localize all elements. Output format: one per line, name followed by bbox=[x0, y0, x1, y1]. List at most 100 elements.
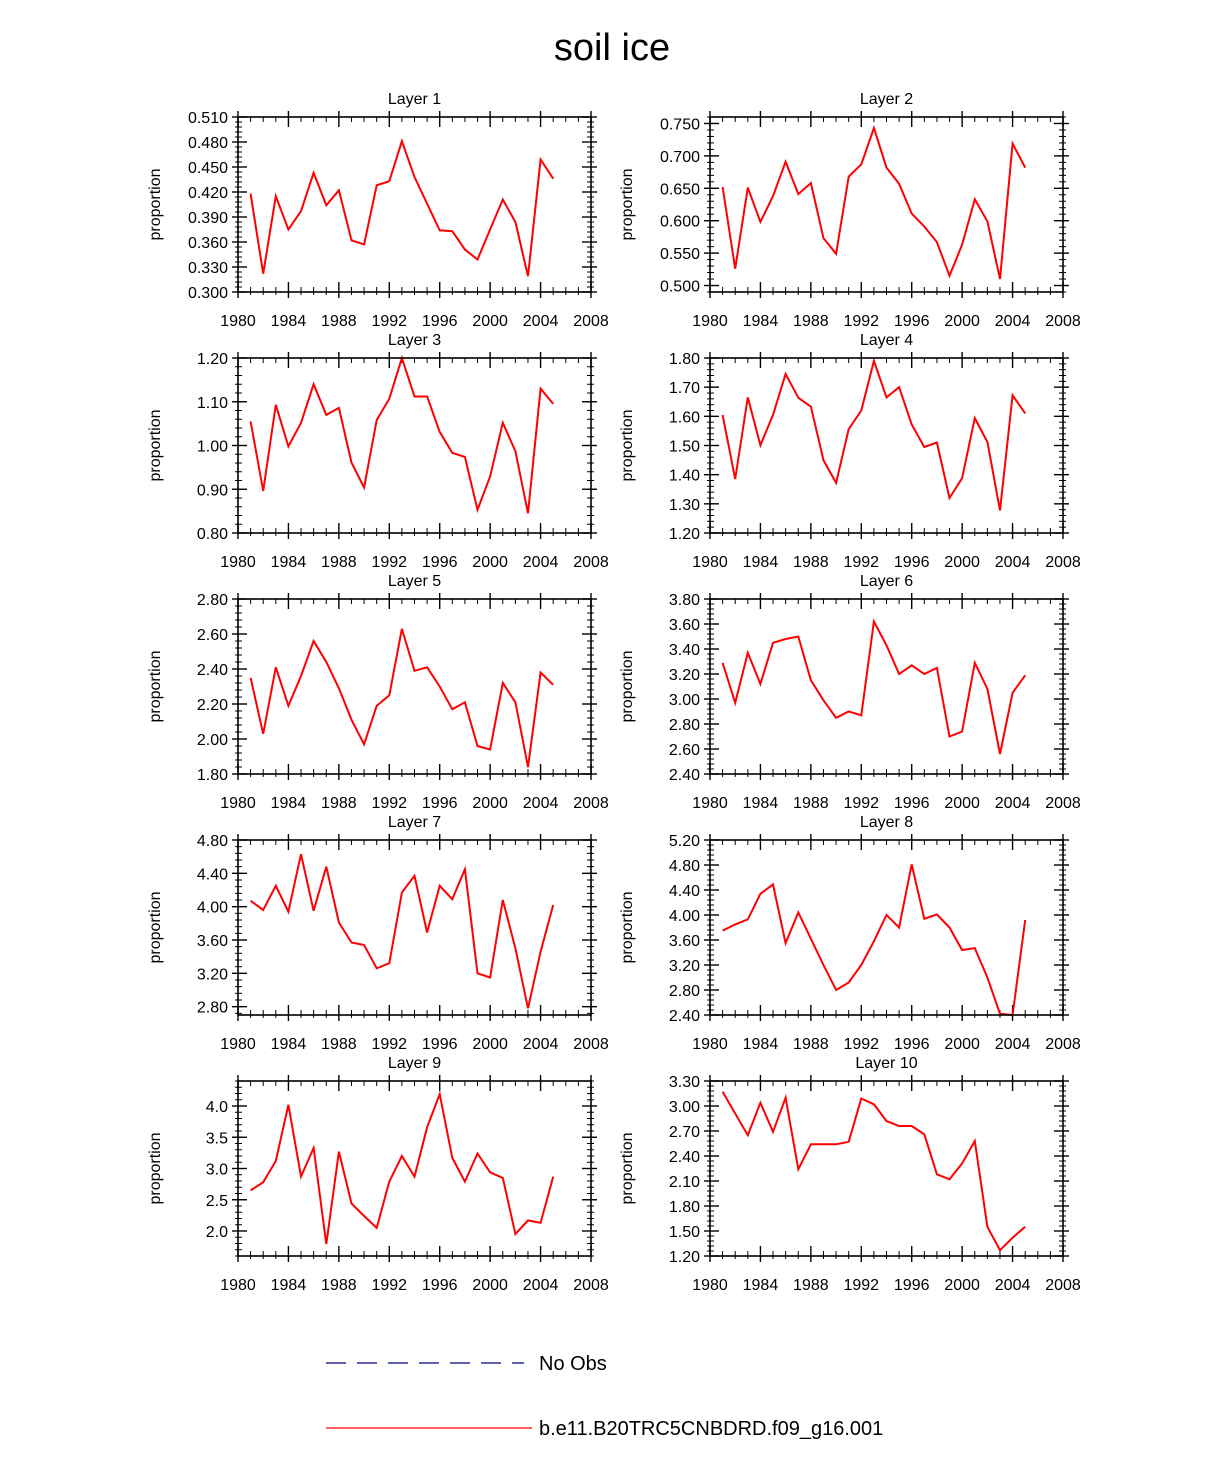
x-tick-label: 1992 bbox=[843, 554, 879, 571]
panel-layer-7: Layer 7 proportion 1980 1984 1988 1992 1996 200… bbox=[147, 814, 609, 1053]
y-tick-label: 0.390 bbox=[188, 210, 228, 227]
plot-frame bbox=[237, 116, 592, 293]
x-tick-label: 2004 bbox=[523, 313, 559, 330]
x-tick-label: 1996 bbox=[422, 554, 458, 571]
y-tick-label: 3.20 bbox=[669, 667, 700, 684]
y-tick-label: 3.20 bbox=[197, 966, 228, 983]
x-tick-label: 1996 bbox=[894, 1277, 930, 1294]
x-tick-label: 2008 bbox=[573, 1036, 609, 1053]
y-tick-label: 0.90 bbox=[197, 482, 228, 499]
y-tick-label: 1.30 bbox=[669, 497, 700, 514]
x-tick-label: 1980 bbox=[692, 795, 728, 812]
x-tick-label: 1996 bbox=[422, 795, 458, 812]
y-tick-label: 1.60 bbox=[669, 409, 700, 426]
panel-layer-3: Layer 3 proportion 1980 1984 1988 1992 1996 200… bbox=[147, 332, 609, 571]
y-tick-label: 2.20 bbox=[197, 697, 228, 714]
x-tick-label: 1996 bbox=[894, 795, 930, 812]
y-tick-label: 2.40 bbox=[669, 1008, 700, 1025]
legend-model-label: b.e11.B20TRC5CNBDRD.f09_g16.001 bbox=[539, 1418, 883, 1440]
y-axis-label: proportion bbox=[619, 891, 636, 963]
y-tick-label: 3.40 bbox=[669, 642, 700, 659]
x-tick-label: 1980 bbox=[692, 1277, 728, 1294]
y-axis-label: proportion bbox=[147, 168, 164, 240]
y-axis-label: proportion bbox=[619, 650, 636, 722]
x-tick-label: 1988 bbox=[793, 1036, 829, 1053]
series-line bbox=[721, 357, 1027, 511]
panel-title: Layer 3 bbox=[388, 332, 441, 349]
x-tick-label: 1996 bbox=[422, 1036, 458, 1053]
plot-frame bbox=[709, 357, 1064, 534]
x-tick-label: 1988 bbox=[793, 795, 829, 812]
x-tick-label: 2000 bbox=[944, 313, 980, 330]
x-tick-label: 1984 bbox=[743, 313, 779, 330]
panel-layer-6: Layer 6 proportion 1980 1984 1988 1992 1996 200… bbox=[619, 573, 1081, 812]
y-tick-label: 1.80 bbox=[669, 351, 700, 368]
y-tick-label: 3.60 bbox=[669, 617, 700, 634]
y-axis-label: proportion bbox=[147, 1132, 164, 1204]
x-tick-label: 2004 bbox=[523, 1036, 559, 1053]
x-tick-label: 1996 bbox=[894, 554, 930, 571]
y-tick-label: 2.80 bbox=[197, 1000, 228, 1017]
x-tick-label: 1992 bbox=[371, 1277, 407, 1294]
y-tick-label: 0.510 bbox=[188, 110, 228, 127]
panel-title: Layer 10 bbox=[855, 1055, 917, 1072]
y-tick-label: 0.700 bbox=[660, 149, 700, 166]
x-tick-label: 1992 bbox=[371, 313, 407, 330]
y-tick-label: 2.5 bbox=[206, 1193, 228, 1210]
x-tick-label: 2004 bbox=[995, 795, 1031, 812]
y-tick-label: 3.60 bbox=[197, 933, 228, 950]
x-tick-label: 2008 bbox=[573, 554, 609, 571]
y-axis-label: proportion bbox=[619, 1132, 636, 1204]
x-tick-label: 1980 bbox=[692, 554, 728, 571]
x-tick-label: 2000 bbox=[944, 795, 980, 812]
x-tick-label: 2000 bbox=[944, 1036, 980, 1053]
y-tick-label: 3.5 bbox=[206, 1130, 228, 1147]
y-tick-label: 3.80 bbox=[669, 592, 700, 609]
x-tick-label: 1984 bbox=[743, 1277, 779, 1294]
x-tick-label: 1992 bbox=[843, 795, 879, 812]
y-tick-label: 0.420 bbox=[188, 185, 228, 202]
panel-title: Layer 1 bbox=[388, 91, 441, 108]
x-tick-label: 1996 bbox=[422, 313, 458, 330]
x-tick-label: 2008 bbox=[1045, 313, 1081, 330]
y-axis-label: proportion bbox=[147, 409, 164, 481]
panel-title: Layer 6 bbox=[860, 573, 913, 590]
y-tick-label: 1.50 bbox=[669, 1224, 700, 1241]
x-tick-label: 2008 bbox=[573, 795, 609, 812]
y-tick-label: 0.450 bbox=[188, 160, 228, 177]
y-tick-label: 1.10 bbox=[197, 395, 228, 412]
y-tick-label: 2.60 bbox=[669, 742, 700, 759]
x-tick-label: 2004 bbox=[523, 1277, 559, 1294]
x-tick-label: 1996 bbox=[422, 1277, 458, 1294]
x-tick-label: 2000 bbox=[472, 1277, 508, 1294]
x-tick-label: 2000 bbox=[944, 1277, 980, 1294]
y-tick-label: 0.500 bbox=[660, 279, 700, 296]
panel-layer-5: Layer 5 proportion 1980 1984 1988 1992 1996 200… bbox=[147, 573, 609, 812]
y-tick-label: 4.40 bbox=[197, 866, 228, 883]
x-tick-label: 2004 bbox=[995, 554, 1031, 571]
x-tick-label: 1980 bbox=[220, 795, 256, 812]
y-tick-label: 4.0 bbox=[206, 1099, 228, 1116]
y-tick-label: 0.650 bbox=[660, 181, 700, 198]
x-tick-label: 1980 bbox=[220, 554, 256, 571]
x-tick-label: 2000 bbox=[472, 554, 508, 571]
x-tick-label: 1980 bbox=[692, 1036, 728, 1053]
x-tick-label: 1988 bbox=[321, 554, 357, 571]
x-tick-label: 1988 bbox=[321, 1036, 357, 1053]
x-tick-label: 2008 bbox=[1045, 795, 1081, 812]
y-tick-label: 2.40 bbox=[669, 767, 700, 784]
x-tick-label: 1988 bbox=[793, 554, 829, 571]
y-tick-label: 2.60 bbox=[197, 627, 228, 644]
panel-title: Layer 4 bbox=[860, 332, 913, 349]
y-tick-label: 0.360 bbox=[188, 235, 228, 252]
y-axis-label: proportion bbox=[619, 409, 636, 481]
x-tick-label: 1984 bbox=[271, 313, 307, 330]
y-tick-label: 4.00 bbox=[197, 900, 228, 917]
y-tick-label: 2.70 bbox=[669, 1124, 700, 1141]
y-axis-label: proportion bbox=[147, 650, 164, 722]
plot-frame bbox=[709, 1080, 1064, 1257]
x-tick-label: 1984 bbox=[743, 795, 779, 812]
series-line bbox=[721, 1091, 1026, 1252]
x-tick-label: 1984 bbox=[271, 1036, 307, 1053]
